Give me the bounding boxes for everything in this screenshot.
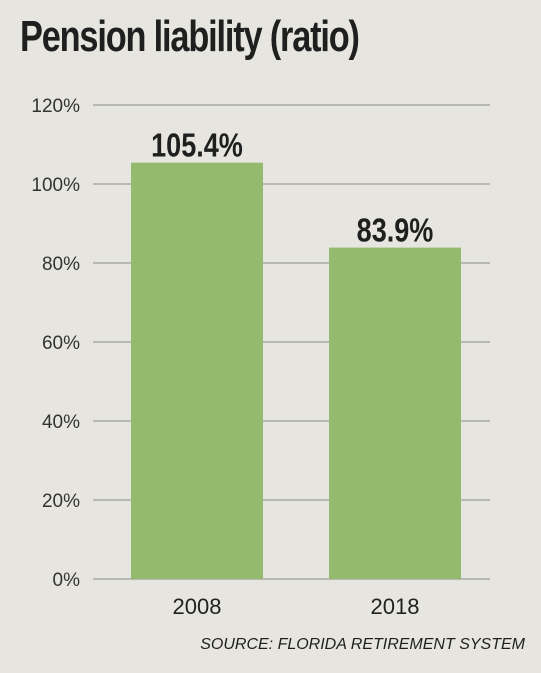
bar-2018	[329, 247, 461, 579]
y-tick-label: 100%	[31, 175, 80, 196]
x-axis-category-labels: 2008 2018	[173, 594, 420, 619]
chart-title: Pension liability (ratio)	[20, 12, 360, 61]
source-note: SOURCE: FLORIDA RETIREMENT SYSTEM	[200, 636, 525, 653]
bar-2008	[131, 162, 263, 580]
y-tick-label: 120%	[31, 96, 80, 117]
y-tick-label: 20%	[42, 491, 80, 512]
bar-value-labels: 105.4% 83.9%	[151, 128, 433, 249]
y-tick-label: 60%	[42, 333, 80, 354]
y-tick-label: 40%	[42, 412, 80, 433]
bar-value-label: 83.9%	[357, 213, 434, 249]
x-category-label: 2008	[173, 594, 222, 619]
x-category-label: 2018	[371, 594, 420, 619]
y-axis-tick-labels: 0% 20% 40% 60% 80% 100% 120%	[31, 96, 80, 591]
y-tick-label: 80%	[42, 254, 80, 275]
y-tick-label: 0%	[53, 570, 81, 591]
bars	[131, 162, 461, 580]
bar-value-label: 105.4%	[151, 128, 243, 164]
